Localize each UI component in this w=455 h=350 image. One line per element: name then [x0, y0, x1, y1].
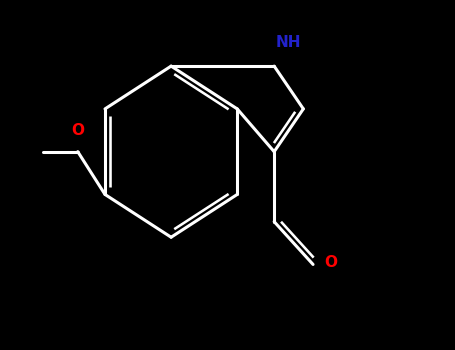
- Text: NH: NH: [276, 35, 302, 50]
- Text: O: O: [324, 255, 337, 270]
- Text: O: O: [71, 123, 84, 138]
